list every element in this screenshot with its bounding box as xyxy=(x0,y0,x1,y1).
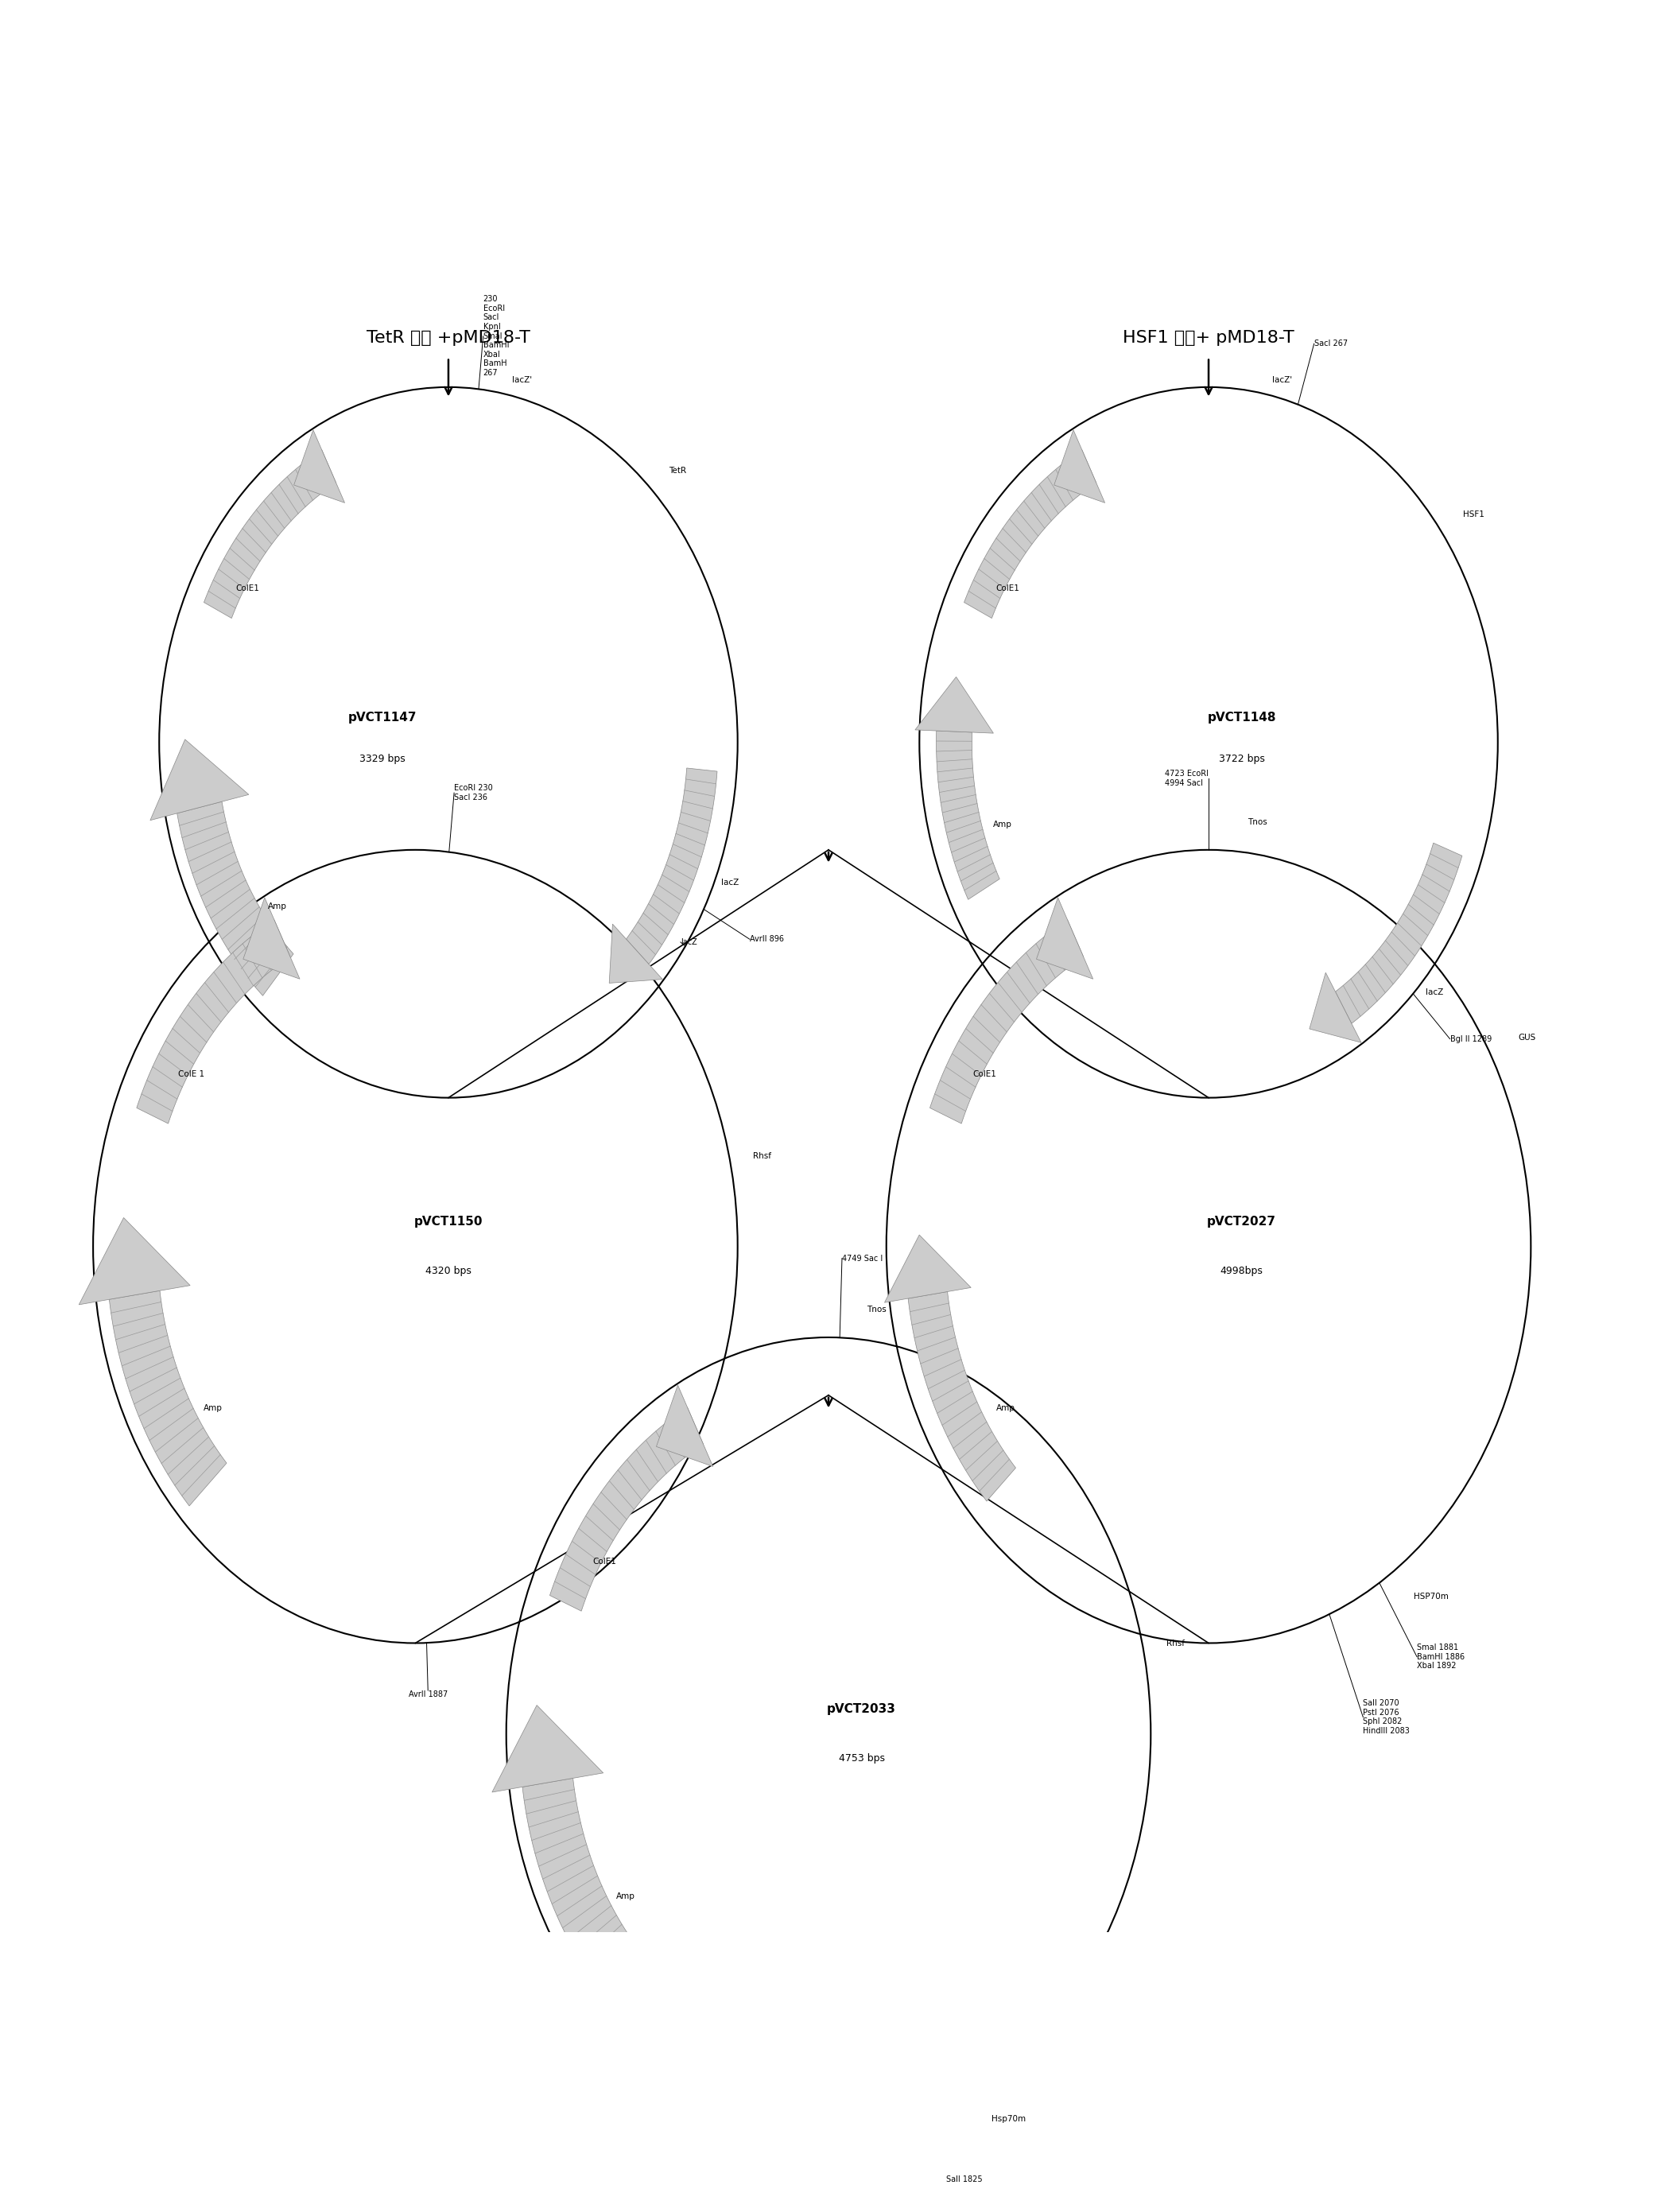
Polygon shape xyxy=(293,429,345,502)
Text: TetR 基因 +pMD18-T: TetR 基因 +pMD18-T xyxy=(366,330,530,345)
Polygon shape xyxy=(1309,973,1362,1042)
Polygon shape xyxy=(936,730,999,900)
Polygon shape xyxy=(1054,429,1105,502)
Text: ColE 1: ColE 1 xyxy=(177,1071,204,1077)
Polygon shape xyxy=(1036,898,1094,980)
Text: Amp: Amp xyxy=(204,1405,222,1413)
Polygon shape xyxy=(626,768,717,964)
Polygon shape xyxy=(177,801,293,995)
Text: Amp: Amp xyxy=(993,821,1012,830)
Text: 3329 bps: 3329 bps xyxy=(360,754,406,763)
Polygon shape xyxy=(930,920,1084,1124)
Polygon shape xyxy=(885,1234,971,1303)
Polygon shape xyxy=(964,449,1097,617)
Text: 4998bps: 4998bps xyxy=(1220,1265,1263,1276)
Text: 4749 Sac I: 4749 Sac I xyxy=(842,1254,883,1263)
Text: ColE1: ColE1 xyxy=(996,584,1019,593)
Text: 230
EcoRI
SacI
KpnI
SmaI
BamHI
XbaI
BamH
267: 230 EcoRI SacI KpnI SmaI BamHI XbaI BamH… xyxy=(484,294,509,376)
Text: Amp: Amp xyxy=(616,1891,635,1900)
Text: HSF1: HSF1 xyxy=(1463,511,1485,518)
Text: lacZ: lacZ xyxy=(1425,989,1443,995)
Text: Amp: Amp xyxy=(996,1405,1016,1413)
Text: Amp: Amp xyxy=(268,902,287,911)
Text: HSP70m: HSP70m xyxy=(1413,1593,1448,1601)
Polygon shape xyxy=(136,920,290,1124)
Text: ColE1: ColE1 xyxy=(235,584,258,593)
Text: 4320 bps: 4320 bps xyxy=(426,1265,471,1276)
Text: Tnos: Tnos xyxy=(867,1305,886,1314)
Text: HSF1 基因+ pMD18-T: HSF1 基因+ pMD18-T xyxy=(1123,330,1294,345)
Text: lacZ': lacZ' xyxy=(512,376,532,385)
Polygon shape xyxy=(1336,843,1461,1024)
Polygon shape xyxy=(204,449,336,617)
Text: Rhsf: Rhsf xyxy=(1167,1639,1185,1648)
Text: ColE1: ColE1 xyxy=(593,1557,616,1566)
Text: lacZ: lacZ xyxy=(681,938,698,947)
Polygon shape xyxy=(915,677,994,732)
Text: TetR: TetR xyxy=(668,467,686,476)
Text: pVCT1148: pVCT1148 xyxy=(1208,712,1276,723)
Text: pVCT2027: pVCT2027 xyxy=(1206,1217,1276,1228)
Polygon shape xyxy=(492,1705,603,1792)
Text: Bgl II 1289: Bgl II 1289 xyxy=(1450,1035,1491,1042)
Text: AvrII 1887: AvrII 1887 xyxy=(408,1690,447,1699)
Polygon shape xyxy=(109,1290,227,1506)
Text: 4723 EcoRI
4994 SacI: 4723 EcoRI 4994 SacI xyxy=(1165,770,1208,787)
Text: SacI 267: SacI 267 xyxy=(1314,341,1347,347)
Polygon shape xyxy=(151,739,249,821)
Text: Tnos: Tnos xyxy=(1248,818,1268,827)
Polygon shape xyxy=(656,1385,713,1467)
Polygon shape xyxy=(80,1217,191,1305)
Polygon shape xyxy=(522,1778,640,1993)
Text: pVCT2033: pVCT2033 xyxy=(827,1703,896,1714)
Text: 3722 bps: 3722 bps xyxy=(1218,754,1264,763)
Text: Rhsf: Rhsf xyxy=(752,1152,771,1159)
Text: lacZ': lacZ' xyxy=(1273,376,1292,385)
Text: 4753 bps: 4753 bps xyxy=(838,1754,885,1763)
Text: EcoRI 230
SacI 236: EcoRI 230 SacI 236 xyxy=(454,785,492,801)
Text: ColE1: ColE1 xyxy=(973,1071,996,1077)
Text: SalI 1825: SalI 1825 xyxy=(946,2174,983,2183)
Text: pVCT1147: pVCT1147 xyxy=(348,712,416,723)
Text: GUS: GUS xyxy=(1518,1033,1536,1042)
Polygon shape xyxy=(908,1292,1016,1502)
Polygon shape xyxy=(610,925,663,982)
Text: Hsp70m: Hsp70m xyxy=(993,2115,1026,2124)
Text: SmaI 1881
BamHI 1886
XbaI 1892: SmaI 1881 BamHI 1886 XbaI 1892 xyxy=(1417,1644,1465,1670)
Text: pVCT1150: pVCT1150 xyxy=(414,1217,482,1228)
Text: lacZ: lacZ xyxy=(721,878,739,887)
Text: SalI 2070
PstI 2076
SphI 2082
HindIII 2083: SalI 2070 PstI 2076 SphI 2082 HindIII 20… xyxy=(1364,1699,1410,1734)
Polygon shape xyxy=(550,1407,703,1610)
Polygon shape xyxy=(244,898,300,980)
Text: AvrII 896: AvrII 896 xyxy=(749,936,784,942)
